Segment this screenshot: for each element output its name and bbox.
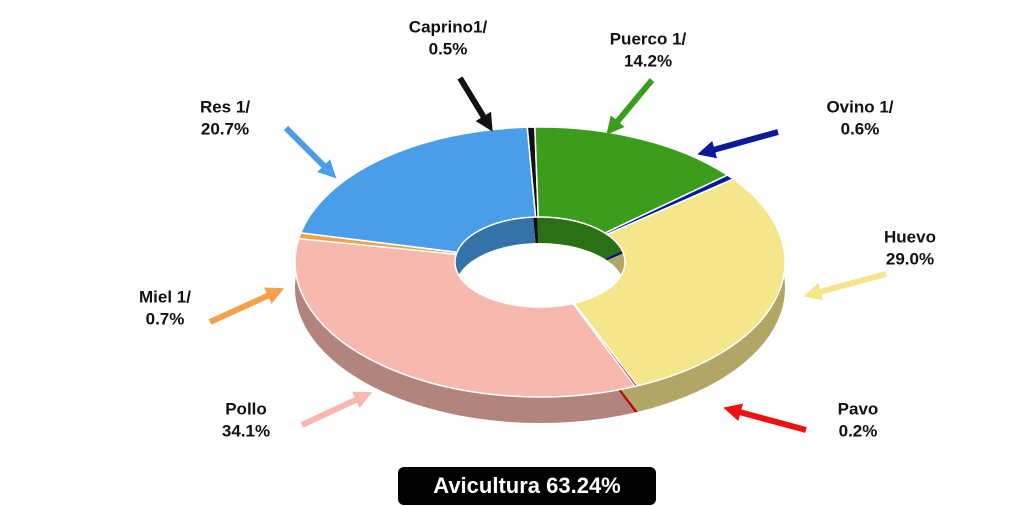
slice-name: Pavo [838,399,879,418]
slice-value: 29.0% [886,249,934,268]
slice-name: Pollo [225,399,267,418]
slice-value: 20.7% [201,119,249,138]
slice-name: Puerco 1/ [610,29,687,48]
arrow [612,80,652,128]
arrow [286,128,330,172]
arrow [812,274,886,294]
chart: Caprino1/0.5% Puerco 1/14.2% Ovino 1/0.6% H… [0,0,1022,506]
slice-name: Res 1/ [200,97,250,116]
arrow [210,292,276,322]
slice-name: Huevo [884,227,936,246]
annotation: Avicultura 63.24% [433,473,621,498]
slice-value: 0.6% [841,119,880,138]
arrow [732,410,806,430]
arrow [460,78,488,124]
slice-value: 0.2% [839,421,878,440]
slice-value: 0.5% [429,39,468,58]
slice-value: 0.7% [146,309,185,328]
arrow [302,396,364,425]
slice-value: 34.1% [222,421,270,440]
slice-value: 14.2% [624,51,672,70]
arrow [706,132,778,152]
slice-name: Ovino 1/ [826,97,893,116]
slice-name: Caprino1/ [409,17,488,36]
donut [295,127,785,423]
slice-name: Miel 1/ [139,287,191,306]
